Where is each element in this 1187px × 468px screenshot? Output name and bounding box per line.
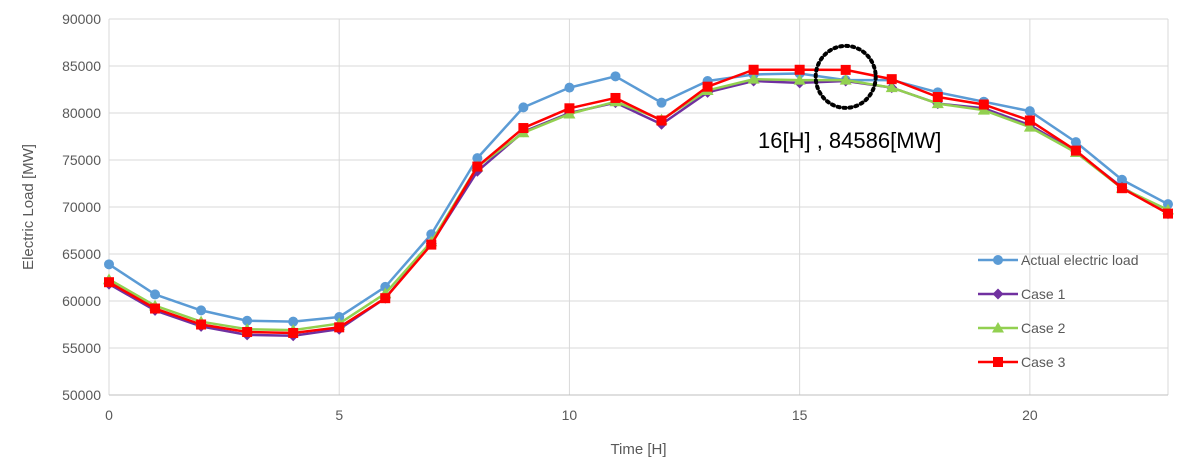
legend-marker: [992, 288, 1004, 300]
data-point: [702, 81, 713, 92]
legend: Actual electric load Case 1 Case 2 Case 3: [978, 252, 1139, 370]
data-point: [1116, 183, 1127, 194]
data-point: [242, 315, 253, 326]
legend-marker: [992, 322, 1004, 333]
data-point: [150, 289, 161, 300]
y-tick-label: 55000: [62, 340, 101, 356]
data-point: [150, 303, 161, 314]
data-point: [1024, 115, 1035, 126]
data-point: [885, 81, 898, 93]
data-point: [104, 259, 114, 270]
y-tick-label: 50000: [62, 387, 101, 403]
legend-item: Case 3: [978, 354, 1066, 370]
data-point: [242, 327, 253, 338]
legend-item: Actual electric load: [978, 252, 1139, 268]
series-line: [108, 72, 1169, 323]
legend-marker: [993, 357, 1003, 367]
x-tick-label: 15: [792, 407, 808, 423]
data-point: [656, 97, 667, 108]
y-axis-title: Electric Load [MW]: [20, 144, 37, 270]
y-tick-label: 90000: [62, 11, 101, 27]
data-point: [426, 239, 437, 250]
data-point: [794, 64, 805, 75]
data-point: [288, 327, 299, 338]
data-point: [1070, 137, 1081, 148]
y-tick-label: 70000: [62, 199, 101, 215]
y-tick-label: 85000: [62, 58, 101, 74]
data-point: [196, 319, 207, 330]
x-tick-label: 10: [562, 407, 578, 423]
data-point: [931, 97, 944, 109]
data-point: [839, 74, 852, 85]
data-point: [1023, 121, 1036, 132]
x-tick-label: 5: [335, 407, 343, 423]
data-point: [334, 322, 345, 333]
data-point: [196, 305, 207, 316]
data-point: [288, 316, 299, 327]
peak-annotation-label: 16[H] , 84586[MW]: [758, 128, 941, 153]
data-point: [1163, 208, 1173, 219]
data-point: [104, 277, 114, 288]
y-tick-label: 60000: [62, 293, 101, 309]
legend-marker: [993, 255, 1003, 265]
legend-item: Case 2: [978, 320, 1066, 336]
annotation: 16[H] , 84586[MW]: [758, 43, 941, 153]
peak-highlight-circle: [813, 43, 878, 110]
data-point: [564, 103, 575, 114]
data-point: [334, 311, 345, 322]
y-tick-label: 75000: [62, 152, 101, 168]
series-line: [108, 79, 1169, 338]
data-point: [932, 92, 943, 103]
data-point: [610, 71, 621, 82]
data-point: [1116, 174, 1127, 185]
data-point: [1024, 106, 1035, 117]
data-point: [610, 92, 621, 103]
data-point: [1070, 145, 1081, 156]
data-point: [978, 99, 989, 110]
data-point: [518, 102, 529, 113]
series-line: [108, 77, 1169, 332]
legend-item: Case 1: [978, 286, 1066, 302]
y-tick-label: 65000: [62, 246, 101, 262]
data-point: [380, 293, 391, 304]
data-point: [886, 74, 897, 85]
data-point: [472, 161, 483, 172]
data-point: [840, 64, 851, 75]
x-tick-label: 20: [1022, 407, 1038, 423]
x-tick-label: 0: [105, 407, 113, 423]
data-point: [656, 115, 667, 126]
data-point: [564, 82, 575, 93]
data-point: [747, 73, 760, 84]
series-layer: [103, 64, 1174, 342]
y-tick-label: 80000: [62, 105, 101, 121]
data-point: [748, 64, 759, 75]
data-point: [793, 74, 806, 85]
gridlines: [108, 18, 1169, 396]
legend-label: Actual electric load: [1021, 252, 1139, 268]
legend-label: Case 1: [1021, 286, 1066, 302]
axes: 50000 55000 60000 65000 70000 75000 80000 85000…: [62, 11, 1168, 423]
legend-label: Case 3: [1021, 354, 1066, 370]
series-1: [104, 68, 1173, 327]
data-point: [472, 153, 483, 164]
series-4: [104, 64, 1173, 338]
series-line: [108, 68, 1169, 335]
x-axis-title: Time [H]: [610, 441, 666, 458]
data-point: [518, 123, 529, 134]
legend-label: Case 2: [1021, 320, 1066, 336]
